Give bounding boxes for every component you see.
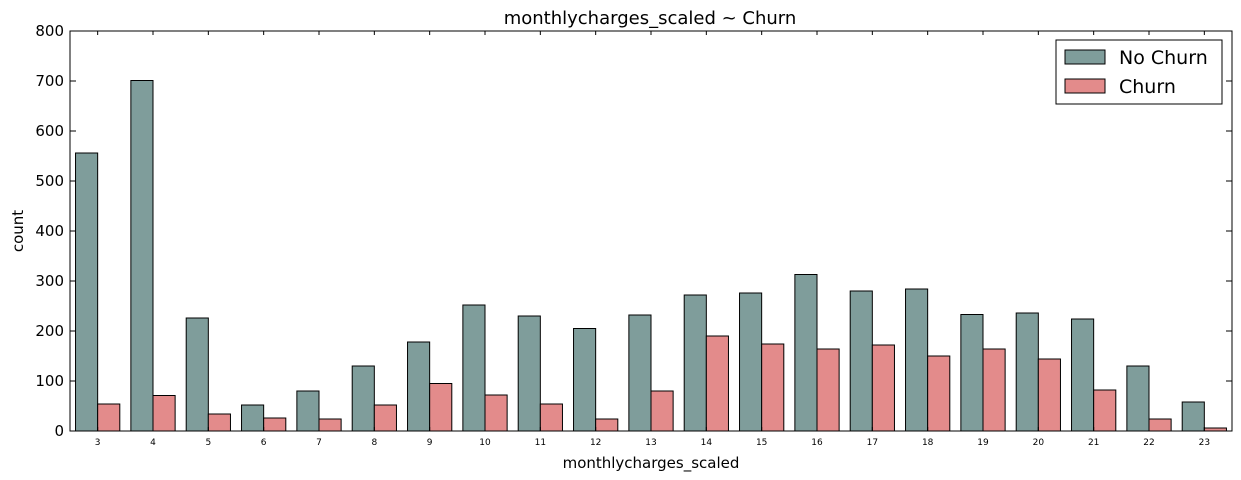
bar-churn-22 bbox=[1148, 418, 1172, 432]
y-tick-label-700: 700 bbox=[35, 72, 64, 90]
x-tick-label-15: 15 bbox=[756, 438, 767, 448]
bar-no-churn-14 bbox=[683, 294, 707, 432]
bar-churn-13 bbox=[650, 390, 674, 432]
y-tick-label-300: 300 bbox=[35, 272, 64, 290]
bar-churn-20 bbox=[1037, 358, 1061, 432]
x-tick-label-9: 9 bbox=[427, 438, 433, 448]
bar-churn-19 bbox=[982, 348, 1006, 432]
x-tick-label-10: 10 bbox=[479, 438, 491, 448]
y-tick-label-600: 600 bbox=[35, 122, 64, 140]
bar-churn-12 bbox=[595, 418, 619, 432]
bar-churn-7 bbox=[318, 418, 342, 432]
y-tick-label-0: 0 bbox=[54, 422, 64, 440]
bar-churn-21 bbox=[1093, 389, 1117, 432]
x-tick-label-5: 5 bbox=[205, 438, 211, 448]
legend: No Churn Churn bbox=[1055, 39, 1223, 105]
x-tick-label-16: 16 bbox=[811, 438, 823, 448]
bar-churn-6 bbox=[263, 417, 287, 432]
bars-layer bbox=[75, 80, 1227, 432]
x-tick-label-20: 20 bbox=[1033, 438, 1045, 448]
x-tick-label-17: 17 bbox=[867, 438, 878, 448]
bar-no-churn-6 bbox=[241, 404, 265, 432]
x-tick-label-3: 3 bbox=[95, 438, 101, 448]
x-tick-label-8: 8 bbox=[371, 438, 377, 448]
bar-no-churn-4 bbox=[130, 80, 154, 432]
plot-frame bbox=[69, 30, 1233, 432]
y-tick-label-400: 400 bbox=[35, 222, 64, 240]
bar-churn-9 bbox=[429, 383, 453, 432]
y-tick-label-200: 200 bbox=[35, 322, 64, 340]
x-tick-label-11: 11 bbox=[535, 438, 546, 448]
bar-no-churn-5 bbox=[185, 317, 209, 432]
bar-no-churn-21 bbox=[1071, 318, 1095, 432]
bar-no-churn-13 bbox=[628, 314, 652, 432]
bar-no-churn-15 bbox=[739, 292, 763, 432]
y-axis-label: count bbox=[9, 210, 27, 252]
bar-churn-8 bbox=[373, 404, 397, 432]
bar-no-churn-3 bbox=[75, 152, 99, 432]
x-tick-label-6: 6 bbox=[261, 438, 267, 448]
bar-no-churn-11 bbox=[517, 315, 541, 432]
x-tick-label-21: 21 bbox=[1088, 438, 1099, 448]
bar-churn-15 bbox=[761, 343, 785, 432]
bar-no-churn-9 bbox=[407, 341, 431, 432]
bar-churn-18 bbox=[927, 355, 951, 432]
y-tick-label-100: 100 bbox=[35, 372, 64, 390]
x-tick-label-12: 12 bbox=[590, 438, 601, 448]
legend-swatch-no-churn bbox=[1064, 49, 1106, 65]
bar-churn-14 bbox=[705, 335, 729, 432]
bar-churn-5 bbox=[207, 413, 231, 432]
y-tick-label-800: 800 bbox=[35, 22, 64, 40]
bar-no-churn-22 bbox=[1126, 365, 1150, 432]
bar-no-churn-10 bbox=[462, 304, 486, 432]
bar-no-churn-8 bbox=[351, 365, 375, 432]
bar-no-churn-19 bbox=[960, 314, 984, 432]
bar-no-churn-17 bbox=[849, 290, 873, 432]
x-tick-label-7: 7 bbox=[316, 438, 322, 448]
x-tick-label-18: 18 bbox=[922, 438, 934, 448]
bar-no-churn-20 bbox=[1015, 312, 1039, 432]
x-tick-label-23: 23 bbox=[1199, 438, 1210, 448]
bar-churn-16 bbox=[816, 348, 840, 432]
legend-label-churn: Churn bbox=[1119, 76, 1176, 98]
bar-churn-4 bbox=[152, 395, 176, 432]
bar-no-churn-12 bbox=[573, 328, 597, 432]
bar-churn-17 bbox=[871, 344, 895, 432]
x-tick-label-14: 14 bbox=[701, 438, 713, 448]
x-tick-label-22: 22 bbox=[1143, 438, 1154, 448]
bar-no-churn-23 bbox=[1181, 401, 1205, 432]
bar-no-churn-7 bbox=[296, 390, 320, 432]
legend-label-no-churn: No Churn bbox=[1119, 47, 1208, 69]
x-tick-label-4: 4 bbox=[150, 438, 156, 448]
bar-churn-11 bbox=[539, 403, 563, 432]
x-tick-label-13: 13 bbox=[645, 438, 656, 448]
ticks-layer: 3 4 5 6 7 8 9 10 11 12 13 14 15 16 17 18 19 20 21 22 23 0 100 2… bbox=[35, 22, 1232, 448]
bar-no-churn-18 bbox=[905, 288, 929, 432]
x-axis-label: monthlycharges_scaled bbox=[563, 454, 740, 473]
chart-title: monthlycharges_scaled ~ Churn bbox=[504, 8, 797, 29]
x-tick-label-19: 19 bbox=[977, 438, 989, 448]
bar-churn-10 bbox=[484, 394, 508, 432]
bar-churn-3 bbox=[97, 403, 121, 432]
y-tick-label-500: 500 bbox=[35, 172, 64, 190]
bar-no-churn-16 bbox=[794, 274, 818, 432]
legend-swatch-churn bbox=[1064, 78, 1106, 94]
